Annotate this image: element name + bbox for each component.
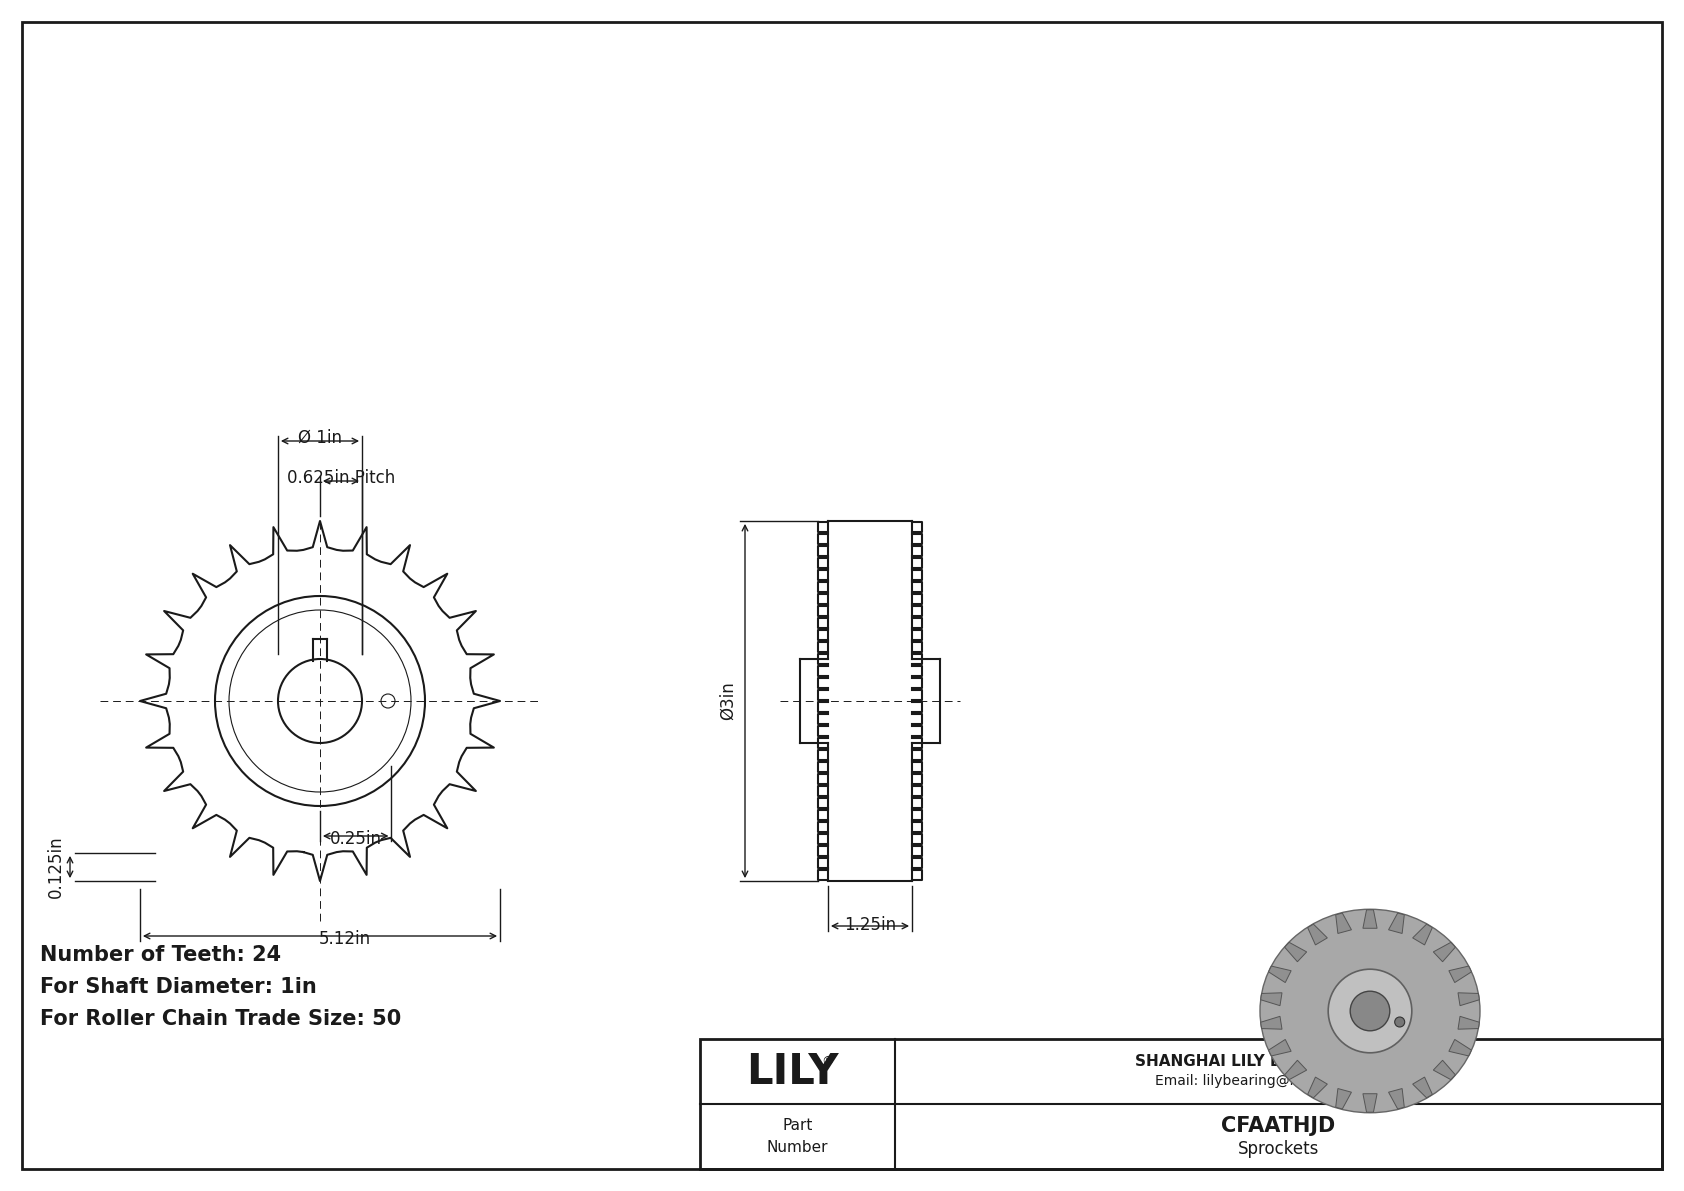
Polygon shape — [1308, 1077, 1327, 1098]
Ellipse shape — [1260, 909, 1480, 1112]
Polygon shape — [1458, 1016, 1479, 1029]
Circle shape — [1351, 991, 1389, 1030]
Text: ®: ® — [822, 1055, 834, 1068]
Polygon shape — [1389, 1089, 1404, 1109]
Polygon shape — [1458, 993, 1479, 1005]
Text: Ø3in: Ø3in — [719, 681, 738, 721]
Polygon shape — [1285, 1060, 1307, 1080]
Text: Email: lilybearing@lily-bearing.com: Email: lilybearing@lily-bearing.com — [1155, 1074, 1401, 1089]
Polygon shape — [1268, 966, 1292, 983]
Circle shape — [1394, 1017, 1404, 1027]
Text: 0.25in: 0.25in — [330, 830, 382, 848]
Polygon shape — [1335, 913, 1352, 934]
Polygon shape — [1335, 1089, 1352, 1109]
Text: LILY: LILY — [746, 1050, 839, 1092]
Polygon shape — [1362, 1093, 1378, 1112]
Polygon shape — [1448, 966, 1472, 983]
Polygon shape — [1433, 1060, 1455, 1080]
Text: SHANGHAI LILY BEARING LIMITED: SHANGHAI LILY BEARING LIMITED — [1135, 1054, 1421, 1070]
Polygon shape — [1261, 993, 1282, 1005]
Text: For Shaft Diameter: 1in: For Shaft Diameter: 1in — [40, 977, 317, 997]
Text: Sprockets: Sprockets — [1238, 1140, 1319, 1158]
Polygon shape — [1308, 924, 1327, 944]
Polygon shape — [1389, 913, 1404, 934]
Text: Part
Number: Part Number — [766, 1118, 829, 1154]
Text: 0.125in: 0.125in — [47, 836, 66, 898]
Text: 0.625in Pitch: 0.625in Pitch — [286, 469, 396, 487]
Text: 5.12in: 5.12in — [318, 930, 370, 948]
Polygon shape — [1433, 942, 1455, 962]
Text: For Roller Chain Trade Size: 50: For Roller Chain Trade Size: 50 — [40, 1009, 401, 1029]
Polygon shape — [1285, 942, 1307, 962]
Polygon shape — [1413, 1077, 1433, 1098]
Bar — [701, 1039, 1662, 1170]
Polygon shape — [1261, 1016, 1282, 1029]
Polygon shape — [1362, 910, 1378, 928]
Circle shape — [1329, 969, 1411, 1053]
Text: CFAATHJD: CFAATHJD — [1221, 1116, 1335, 1136]
Polygon shape — [1268, 1040, 1292, 1056]
Text: Number of Teeth: 24: Number of Teeth: 24 — [40, 944, 281, 965]
Text: Ø 1in: Ø 1in — [298, 429, 342, 447]
Text: 1.25in: 1.25in — [844, 916, 896, 934]
Polygon shape — [1413, 924, 1433, 944]
Polygon shape — [1448, 1040, 1472, 1056]
Ellipse shape — [1406, 973, 1433, 1048]
